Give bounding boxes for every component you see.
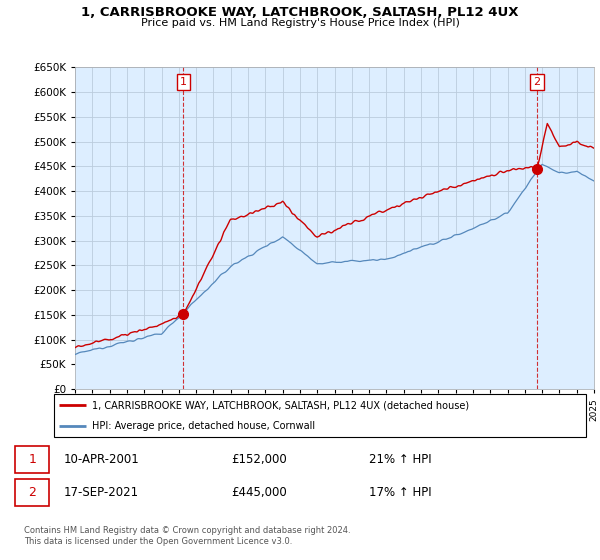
Text: 21% ↑ HPI: 21% ↑ HPI bbox=[369, 452, 432, 466]
Text: HPI: Average price, detached house, Cornwall: HPI: Average price, detached house, Corn… bbox=[91, 421, 314, 431]
Text: 2: 2 bbox=[28, 486, 36, 500]
FancyBboxPatch shape bbox=[15, 479, 49, 506]
Text: 1: 1 bbox=[180, 77, 187, 87]
Text: Price paid vs. HM Land Registry's House Price Index (HPI): Price paid vs. HM Land Registry's House … bbox=[140, 18, 460, 28]
Text: 1, CARRISBROOKE WAY, LATCHBROOK, SALTASH, PL12 4UX (detached house): 1, CARRISBROOKE WAY, LATCHBROOK, SALTASH… bbox=[91, 400, 469, 410]
Text: £445,000: £445,000 bbox=[231, 486, 287, 500]
Text: Contains HM Land Registry data © Crown copyright and database right 2024.
This d: Contains HM Land Registry data © Crown c… bbox=[24, 526, 350, 546]
Text: 17% ↑ HPI: 17% ↑ HPI bbox=[369, 486, 432, 500]
Text: 10-APR-2001: 10-APR-2001 bbox=[64, 452, 140, 466]
Text: 17-SEP-2021: 17-SEP-2021 bbox=[64, 486, 139, 500]
Text: 1, CARRISBROOKE WAY, LATCHBROOK, SALTASH, PL12 4UX: 1, CARRISBROOKE WAY, LATCHBROOK, SALTASH… bbox=[81, 6, 519, 18]
Text: 1: 1 bbox=[28, 452, 36, 466]
FancyBboxPatch shape bbox=[15, 446, 49, 473]
Text: £152,000: £152,000 bbox=[231, 452, 287, 466]
Text: 2: 2 bbox=[533, 77, 541, 87]
FancyBboxPatch shape bbox=[54, 394, 586, 437]
